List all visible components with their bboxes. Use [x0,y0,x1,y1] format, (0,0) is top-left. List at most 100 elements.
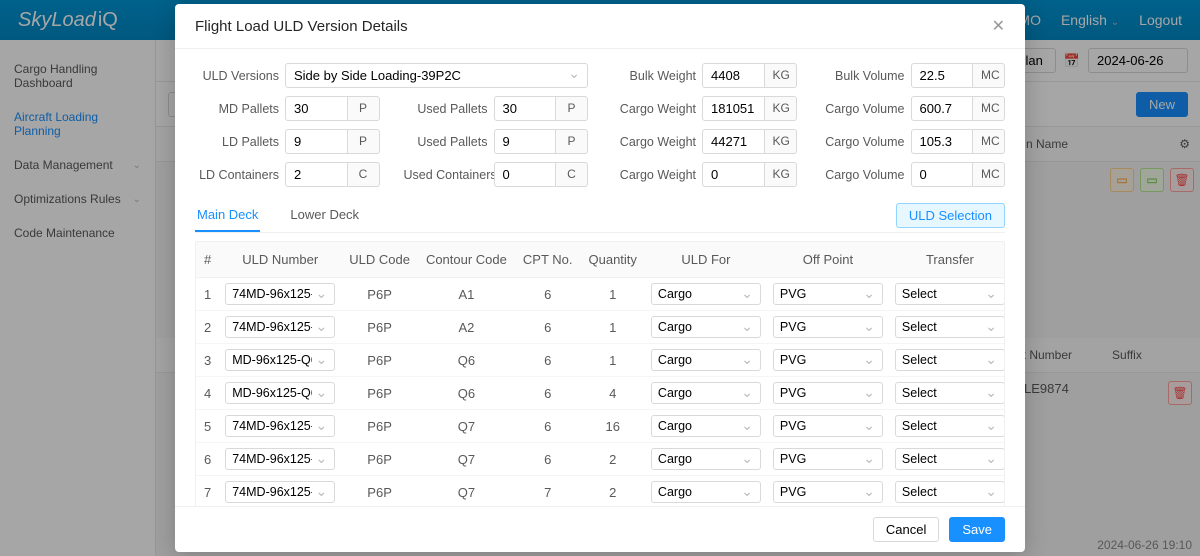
table-row: 3MD-96x125-Q6P6PQ661CargoPVGSelect⚙❐🗑 [196,344,1005,377]
cell-idx: 7 [196,476,219,507]
uld-number-select[interactable]: 74MD-96x125-Q7 [225,481,335,503]
off-point-select[interactable]: PVG [773,481,883,503]
uld-selection-button[interactable]: ULD Selection [896,203,1005,228]
ld-containers-input[interactable] [285,162,348,187]
off-point-select[interactable]: PVG [773,382,883,404]
cargo-weight-2-input[interactable] [702,129,765,154]
save-button[interactable]: Save [949,517,1005,542]
off-point-select[interactable]: PVG [773,448,883,470]
ld-pallets-label: LD Pallets [195,135,279,149]
off-point-select[interactable]: PVG [773,415,883,437]
transfer-select[interactable]: Select [895,283,1005,305]
col-header: Off Point [767,242,889,278]
cell-cpt: 6 [515,278,581,311]
uld-number-select[interactable]: MD-96x125-Q6 [225,349,335,371]
unit-kg-4: KG [765,162,797,187]
uld-for-select[interactable]: Cargo [651,283,761,305]
modal: Flight Load ULD Version Details ✕ ULD Ve… [175,4,1025,552]
md-pallets-input[interactable] [285,96,348,121]
cell-code: P6P [341,443,418,476]
uld-versions-select[interactable]: Side by Side Loading-39P2C [285,63,588,88]
off-point-select[interactable]: PVG [773,349,883,371]
unit-p: P [348,96,380,121]
modal-footer: Cancel Save [175,506,1025,552]
unit-c: C [348,162,380,187]
cell-qty: 16 [581,410,645,443]
uld-for-select[interactable]: Cargo [651,349,761,371]
transfer-select[interactable]: Select [895,481,1005,503]
close-icon[interactable]: ✕ [992,16,1005,36]
col-header: Quantity [581,242,645,278]
col-header: CPT No. [515,242,581,278]
uld-number-select[interactable]: 74MD-96x125-Q7 [225,448,335,470]
ld-pallets-input[interactable] [285,129,348,154]
transfer-select[interactable]: Select [895,415,1005,437]
tabs: Main Deck Lower Deck ULD Selection [195,199,1005,233]
cargo-weight-1-input[interactable] [702,96,765,121]
unit-mc-2: MC [973,96,1005,121]
ld-containers-label: LD Containers [195,168,279,182]
cell-code: P6P [341,377,418,410]
off-point-select[interactable]: PVG [773,283,883,305]
used-pallets-ld-label: Used Pallets [404,135,488,149]
transfer-select[interactable]: Select [895,448,1005,470]
cell-code: P6P [341,344,418,377]
used-pallets-ld-input[interactable] [494,129,557,154]
uld-for-select[interactable]: Cargo [651,316,761,338]
tab-main-deck[interactable]: Main Deck [195,199,260,232]
transfer-select[interactable]: Select [895,316,1005,338]
uld-for-select[interactable]: Cargo [651,481,761,503]
bulk-weight-input[interactable] [702,63,765,88]
unit-kg: KG [765,63,797,88]
bulk-volume-input[interactable] [911,63,974,88]
cargo-weight-label-1: Cargo Weight [612,102,696,116]
cell-qty: 4 [581,377,645,410]
table-row: 574MD-96x125-Q7P6PQ7616CargoPVGSelect⚙❐🗑 [196,410,1005,443]
unit-mc: MC [973,63,1005,88]
cargo-weight-3-input[interactable] [702,162,765,187]
cargo-volume-3-input[interactable] [911,162,974,187]
cell-cpt: 6 [515,311,581,344]
col-header: ULD For [645,242,767,278]
cell-qty: 1 [581,278,645,311]
col-header: ULD Code [341,242,418,278]
transfer-select[interactable]: Select [895,382,1005,404]
cargo-weight-label-2: Cargo Weight [612,135,696,149]
cell-idx: 3 [196,344,219,377]
uld-number-select[interactable]: 74MD-96x125-A1 [225,283,335,305]
uld-number-select[interactable]: MD-96x125-Q6 [225,382,335,404]
transfer-select[interactable]: Select [895,349,1005,371]
unit-kg-3: KG [765,129,797,154]
unit-mc-4: MC [973,162,1005,187]
cell-contour: Q6 [418,344,515,377]
uld-number-select[interactable]: 74MD-96x125-A2 [225,316,335,338]
used-pallets-md-input[interactable] [494,96,557,121]
cell-contour: Q7 [418,410,515,443]
used-pallets-label: Used Pallets [404,102,488,116]
off-point-select[interactable]: PVG [773,316,883,338]
cell-idx: 6 [196,443,219,476]
uld-for-select[interactable]: Cargo [651,382,761,404]
cell-code: P6P [341,476,418,507]
col-header: ULD Number [219,242,341,278]
unit-p-2: P [556,96,588,121]
uld-for-select[interactable]: Cargo [651,448,761,470]
tab-lower-deck[interactable]: Lower Deck [288,199,361,232]
uld-number-select[interactable]: 74MD-96x125-Q7 [225,415,335,437]
cargo-volume-1-input[interactable] [911,96,974,121]
modal-title: Flight Load ULD Version Details [195,18,408,35]
uld-for-select[interactable]: Cargo [651,415,761,437]
cargo-volume-2-input[interactable] [911,129,974,154]
used-containers-input[interactable] [494,162,557,187]
unit-p-4: P [556,129,588,154]
cargo-weight-label-3: Cargo Weight [612,168,696,182]
cell-contour: Q7 [418,443,515,476]
cell-qty: 1 [581,311,645,344]
table-row: 674MD-96x125-Q7P6PQ762CargoPVGSelect⚙❐🗑 [196,443,1005,476]
cell-contour: Q6 [418,377,515,410]
cell-cpt: 6 [515,344,581,377]
form-grid: ULD Versions Side by Side Loading-39P2C … [195,63,1005,187]
used-containers-label: Used Containers [404,168,488,182]
cell-contour: A1 [418,278,515,311]
cancel-button[interactable]: Cancel [873,517,939,542]
